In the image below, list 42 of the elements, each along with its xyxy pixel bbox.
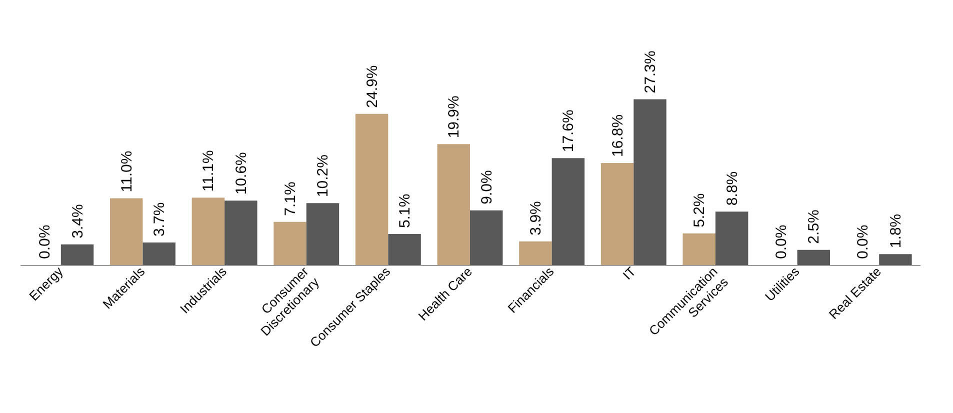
data-label: 1.8%: [887, 214, 904, 248]
data-label: 19.9%: [446, 96, 463, 138]
data-label: 9.0%: [478, 170, 496, 204]
bar: [715, 212, 748, 265]
x-tick-label: IT: [620, 264, 639, 283]
bar: [388, 234, 421, 265]
data-label: 27.3%: [642, 50, 659, 94]
data-label: 11.1%: [200, 150, 218, 192]
bar: [355, 114, 388, 265]
data-label: 8.8%: [724, 171, 741, 206]
data-label: 5.2%: [691, 193, 708, 228]
data-label: 0.0%: [36, 224, 54, 259]
bar: [797, 250, 830, 265]
data-label: 5.1%: [396, 194, 414, 228]
bar: [879, 254, 912, 265]
bar: [60, 244, 94, 265]
data-label: 3.4%: [69, 204, 86, 238]
bar: [552, 158, 585, 265]
bar: [192, 198, 225, 265]
data-label: 0.0%: [854, 224, 872, 259]
data-label: 10.6%: [232, 152, 250, 195]
data-label: 3.7%: [151, 202, 168, 237]
data-label: 7.1%: [282, 182, 299, 216]
data-label: 17.6%: [560, 110, 578, 152]
bar: [437, 144, 470, 265]
bar: [519, 241, 552, 265]
bar: [224, 200, 258, 265]
bar: [682, 233, 716, 265]
bar: [142, 242, 176, 265]
data-label: 2.5%: [806, 210, 823, 244]
data-label: 3.9%: [527, 201, 544, 236]
data-label: 11.0%: [118, 150, 136, 192]
data-label: 0.0%: [772, 224, 790, 259]
data-label: 16.8%: [609, 114, 626, 157]
bar: [600, 163, 634, 265]
bar: [110, 198, 143, 265]
data-label: 24.9%: [364, 65, 381, 108]
data-label: 10.2%: [314, 154, 332, 198]
bar: [470, 210, 503, 265]
bar: [306, 203, 340, 265]
bar: [274, 222, 306, 265]
bar: [634, 99, 666, 265]
